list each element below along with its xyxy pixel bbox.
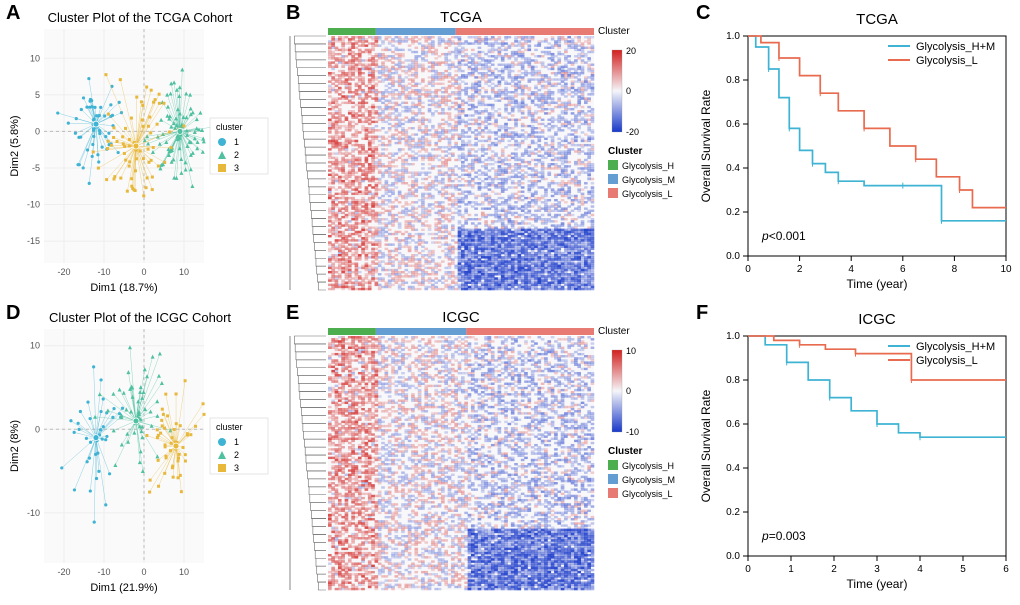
svg-text:5: 5	[35, 90, 40, 100]
svg-text:-10: -10	[27, 200, 40, 210]
svg-text:3: 3	[234, 163, 239, 173]
svg-text:-20: -20	[57, 267, 70, 277]
panel-D: D Cluster Plot of the ICGC Cohort -20-10…	[0, 300, 280, 605]
panel-B: B TCGACluster200-20ClusterGlycolysis_HGl…	[280, 0, 690, 300]
panel-F: F ICGC01234560.00.20.40.60.81.0Time (yea…	[690, 300, 1020, 605]
km-plot-F: ICGC01234560.00.20.40.60.81.0Time (year)…	[694, 308, 1016, 596]
svg-text:-15: -15	[27, 236, 40, 246]
panel-E: E ICGCCluster100-10ClusterGlycolysis_HGl…	[280, 300, 690, 605]
svg-text:10: 10	[179, 267, 189, 277]
svg-text:2: 2	[234, 150, 239, 160]
heatmap-E: ICGCCluster100-10ClusterGlycolysis_HGlyc…	[284, 308, 686, 596]
cluster-plot-A: -20 -10 0 10 -15 -10 -5 0 5 10 Dim1 (18.7%) Dim2 (5…	[4, 25, 272, 297]
svg-text:1: 1	[234, 137, 239, 147]
panel-A-title: Cluster Plot of the TCGA Cohort	[4, 10, 276, 25]
figure-grid: A Cluster Plot of the TCGA Cohort -20-10…	[0, 0, 1020, 605]
svg-text:0: 0	[141, 267, 146, 277]
panel-C: C TCGA02468100.00.20.40.60.81.0Time (yea…	[690, 0, 1020, 300]
heatmap-B: TCGACluster200-20ClusterGlycolysis_HGlyc…	[284, 8, 686, 296]
svg-text:Dim2 (5.8%): Dim2 (5.8%)	[9, 115, 21, 176]
svg-text:cluster: cluster	[216, 122, 243, 132]
cluster-plot-D: -20-10010-10010Dim1 (21.9%)Dim2 (8%)clus…	[4, 325, 272, 597]
svg-text:-5: -5	[32, 163, 40, 173]
km-plot-C: TCGA02468100.00.20.40.60.81.0Time (year)…	[694, 8, 1016, 296]
svg-text:10: 10	[30, 53, 40, 63]
svg-text:Dim1 (18.7%): Dim1 (18.7%)	[90, 282, 157, 294]
svg-text:Cluster: Cluster	[598, 26, 630, 37]
svg-text:0: 0	[35, 126, 40, 136]
panel-D-title: Cluster Plot of the ICGC Cohort	[4, 310, 276, 325]
svg-text:-10: -10	[97, 267, 110, 277]
svg-text:TCGA: TCGA	[440, 9, 482, 26]
panel-A: A Cluster Plot of the TCGA Cohort -20-10…	[0, 0, 280, 300]
